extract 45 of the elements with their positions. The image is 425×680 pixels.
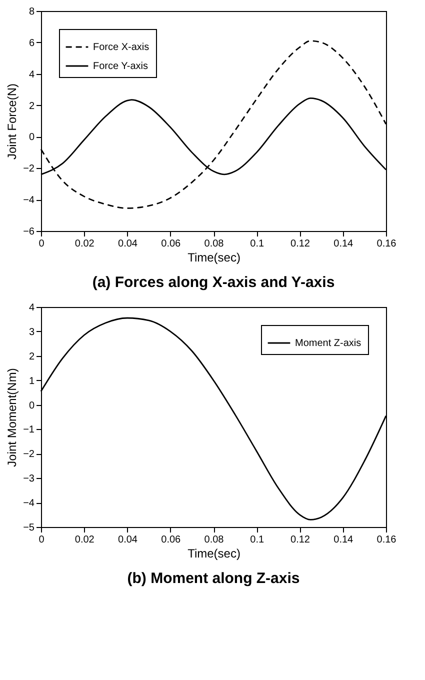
y-tick-label: 2 (28, 100, 35, 112)
x-tick-label: 0.06 (161, 534, 182, 546)
x-tick-label: 0.1 (250, 534, 265, 546)
x-tick-label: 0 (38, 534, 45, 546)
x-tick-label: 0.16 (376, 534, 397, 546)
y-tick-label: 3 (28, 326, 35, 338)
x-axis-title: Time(sec) (188, 250, 240, 264)
y-axis-title: Joint Moment(Nm) (5, 368, 20, 467)
x-tick-label: 0.08 (204, 534, 224, 546)
text: (b) Moment along Z-axis (127, 570, 300, 587)
x-tick-label: 0.14 (334, 534, 354, 546)
text: (a) Forces along X-axis and Y-axis (92, 274, 335, 291)
x-axis-title: Time(sec) (188, 546, 240, 560)
y-tick-label: 1 (28, 376, 35, 387)
y-tick-label: −2 (23, 164, 35, 175)
x-tick-label: 0.02 (74, 238, 95, 250)
y-tick-label: 6 (28, 38, 35, 49)
x-tick-label: 0.12 (290, 534, 310, 546)
x-tick-label: 0 (38, 238, 45, 250)
y-tick-label: 0 (28, 132, 35, 144)
x-tick-label: 0.06 (161, 238, 182, 250)
y-tick-label: −4 (23, 498, 35, 510)
y-axis-title: Joint Force(N) (5, 83, 20, 160)
y-tick-label: −4 (23, 195, 35, 206)
x-tick-label: 0.1 (250, 238, 265, 250)
x-tick-label: 0.12 (290, 238, 310, 250)
y-tick-label: 0 (28, 400, 35, 412)
y-tick-label: −5 (23, 522, 35, 534)
y-tick-label: −6 (23, 226, 35, 238)
x-tick-label: 0.04 (118, 534, 138, 546)
legend-label: Moment Z-axis (295, 338, 362, 349)
legend-label: Force Y-axis (93, 61, 148, 72)
x-tick-label: 0.08 (204, 238, 224, 250)
legend-label: Force X-axis (93, 42, 150, 53)
y-tick-label: −3 (23, 474, 35, 485)
x-tick-label: 0.16 (376, 238, 397, 250)
x-tick-label: 0.02 (74, 534, 95, 546)
x-tick-label: 0.14 (334, 238, 354, 250)
y-tick-label: 4 (28, 302, 35, 314)
y-tick-label: −1 (23, 424, 35, 436)
y-tick-label: 4 (28, 69, 35, 80)
x-tick-label: 0.04 (118, 238, 138, 250)
y-tick-label: −2 (23, 449, 35, 460)
y-tick-label: 8 (28, 6, 35, 18)
y-tick-label: 2 (28, 351, 35, 362)
